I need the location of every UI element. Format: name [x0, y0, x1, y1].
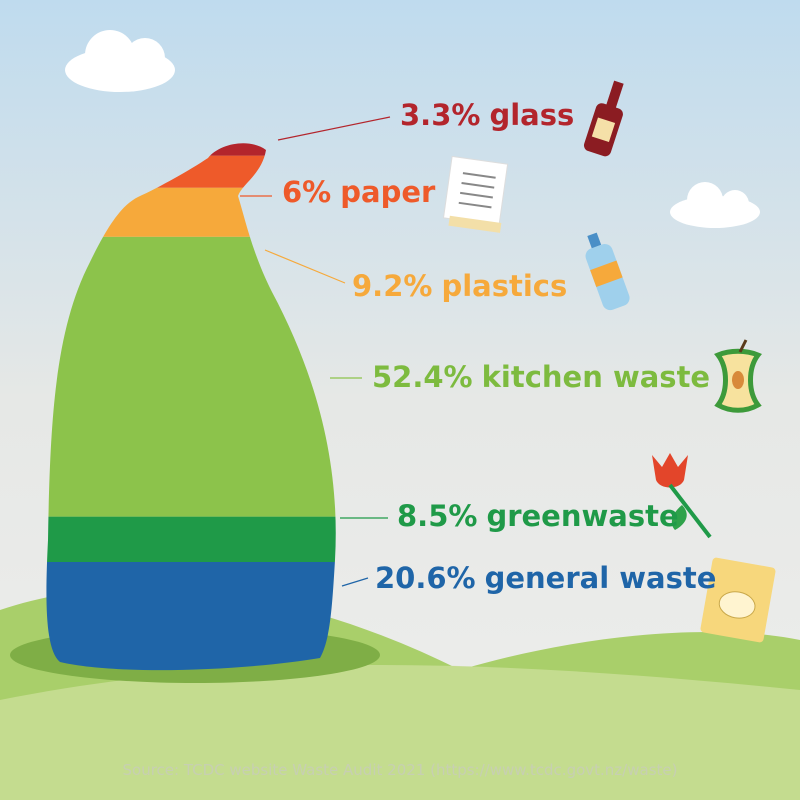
category-label: plastics [441, 269, 567, 303]
hill-front [0, 665, 800, 800]
value-label: 9.2% [352, 269, 432, 303]
segment-label: 3.3% glass [400, 98, 574, 132]
category-label: glass [489, 98, 574, 132]
segment-label: 52.4% kitchen waste [372, 360, 710, 394]
icons [442, 80, 776, 643]
category-label: paper [340, 175, 436, 209]
value-label: 6% [282, 175, 331, 209]
segment-label: 9.2% plastics [352, 269, 567, 303]
bag-segment [46, 516, 336, 562]
value-label: 20.6% [375, 561, 476, 595]
clouds [65, 30, 760, 228]
leader-line [341, 577, 369, 587]
segment-label: 20.6% general waste [375, 561, 716, 595]
segment-label: 8.5% greenwaste [397, 499, 679, 533]
value-label: 3.3% [400, 98, 480, 132]
segment-label: 6% paper [282, 175, 436, 209]
leader-line [277, 116, 391, 141]
source: Source: TCDC website Waste Audit 2021 (h… [123, 761, 678, 779]
value-label: 52.4% [372, 360, 473, 394]
bag-segment [46, 561, 336, 671]
category-label: greenwaste [486, 499, 678, 533]
category-label: general waste [485, 561, 717, 595]
value-label: 8.5% [397, 499, 477, 533]
category-label: kitchen waste [482, 360, 711, 394]
leader-line [264, 249, 346, 284]
